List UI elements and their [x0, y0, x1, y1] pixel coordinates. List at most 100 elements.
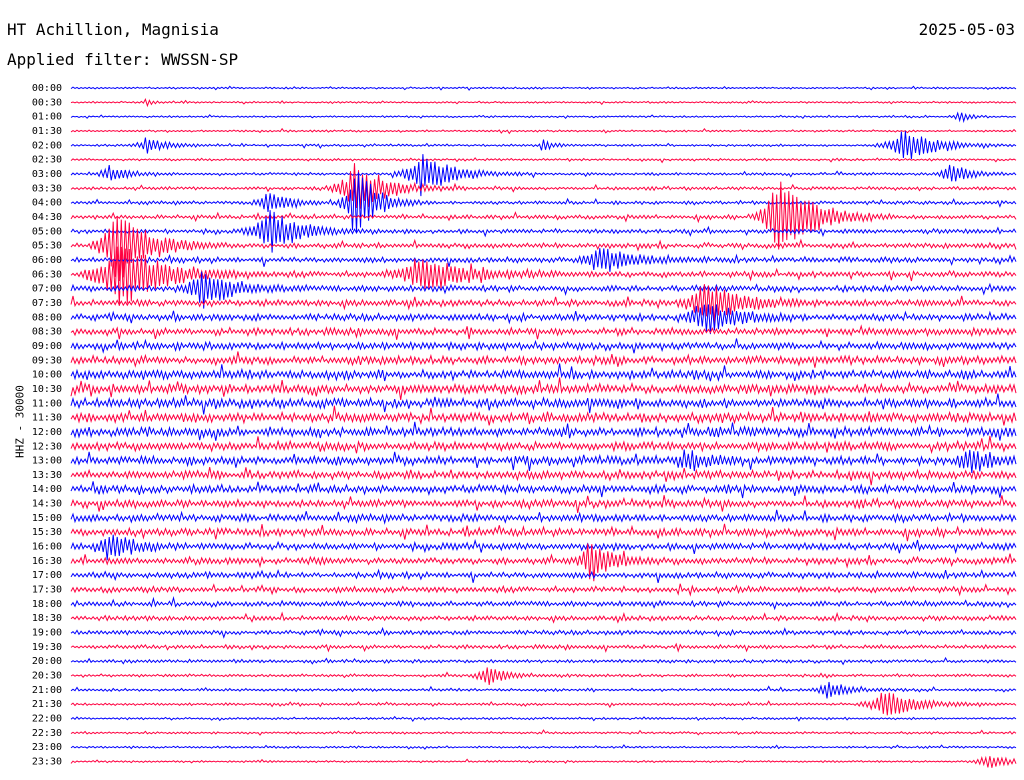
row-time-label: 06:30	[32, 269, 62, 280]
row-time-label: 01:30	[32, 126, 62, 137]
row-time-label: 23:00	[32, 742, 62, 753]
seismic-trace-row	[70, 692, 1017, 716]
row-time-label: 14:30	[32, 499, 62, 510]
seismic-trace-row	[70, 509, 1017, 525]
seismic-trace-row	[70, 467, 1017, 486]
seismic-trace-row	[70, 642, 1017, 653]
row-time-label: 21:00	[32, 685, 62, 696]
row-time-label: 00:30	[32, 97, 62, 108]
seismic-trace-row	[70, 163, 1017, 209]
filter-label: Applied filter: WWSSN-SP	[7, 50, 239, 69]
seismic-trace-row	[70, 363, 1017, 383]
seismic-trace-row	[70, 568, 1017, 584]
seismic-trace-row	[70, 351, 1017, 368]
seismic-trace-row	[70, 181, 1017, 250]
row-time-label: 00:00	[32, 83, 62, 94]
seismic-trace-row	[70, 495, 1017, 513]
seismic-trace-row	[70, 324, 1017, 340]
seismic-trace-row	[70, 246, 1017, 306]
seismic-trace-row	[70, 377, 1017, 400]
seismic-trace-row	[70, 543, 1017, 582]
seismic-trace-row	[70, 523, 1017, 542]
row-time-label: 10:00	[32, 370, 62, 381]
row-time-label: 23:30	[32, 757, 62, 768]
row-time-label: 18:30	[32, 613, 62, 624]
row-time-label: 04:00	[32, 198, 62, 209]
row-time-label: 22:30	[32, 728, 62, 739]
seismic-trace-row	[70, 729, 1017, 736]
seismic-trace-row	[70, 481, 1017, 499]
seismic-trace-row	[70, 667, 1017, 686]
seismic-trace-row	[70, 656, 1017, 666]
seismic-trace-row	[70, 715, 1017, 723]
seismic-trace-row	[70, 744, 1017, 750]
row-time-label: 14:00	[32, 484, 62, 495]
row-time-label: 19:00	[32, 628, 62, 639]
row-time-label: 03:00	[32, 169, 62, 180]
row-time-label: 22:00	[32, 714, 62, 725]
seismic-trace-row	[70, 154, 1017, 197]
seismic-trace-row	[70, 210, 1017, 253]
seismic-trace-row	[70, 284, 1017, 324]
row-time-label: 09:30	[32, 355, 62, 366]
row-time-label: 01:00	[32, 112, 62, 123]
seismic-trace-row	[70, 393, 1017, 415]
seismic-trace-row	[70, 157, 1017, 164]
row-time-label: 05:30	[32, 241, 62, 252]
row-time-label: 08:00	[32, 312, 62, 323]
seismic-trace-row	[70, 583, 1017, 597]
row-time-label: 21:30	[32, 699, 62, 710]
seismic-trace-row	[70, 248, 1017, 272]
seismic-trace-row	[70, 435, 1017, 455]
row-time-label: 15:00	[32, 513, 62, 524]
seismic-trace-row	[70, 338, 1017, 354]
row-time-label: 20:00	[32, 656, 62, 667]
row-time-label: 06:00	[32, 255, 62, 266]
seismic-trace-row	[70, 755, 1017, 768]
row-time-label: 17:00	[32, 570, 62, 581]
row-time-label: 13:30	[32, 470, 62, 481]
row-time-label: 05:00	[32, 226, 62, 237]
seismic-trace-row	[70, 405, 1017, 426]
seismic-trace-row	[70, 127, 1017, 135]
row-time-label: 11:30	[32, 413, 62, 424]
seismic-trace-row	[70, 596, 1017, 611]
seismic-trace-row	[70, 216, 1017, 282]
seismic-trace-row	[70, 98, 1017, 108]
row-time-label: 02:00	[32, 140, 62, 151]
row-time-label: 19:30	[32, 642, 62, 653]
station-title: HT Achillion, Magnisia	[7, 20, 219, 39]
seismic-trace-row	[70, 534, 1017, 561]
row-time-label: 08:30	[32, 327, 62, 338]
seismic-trace-row	[70, 111, 1017, 124]
row-time-label: 12:00	[32, 427, 62, 438]
row-time-label: 13:00	[32, 456, 62, 467]
row-time-label: 20:30	[32, 671, 62, 682]
row-time-label: 12:30	[32, 441, 62, 452]
seismic-trace-row	[70, 421, 1017, 441]
row-time-label: 15:30	[32, 527, 62, 538]
row-time-label: 07:00	[32, 284, 62, 295]
row-time-label: 03:30	[32, 183, 62, 194]
seismic-trace-row	[70, 131, 1017, 159]
row-time-label: 11:00	[32, 398, 62, 409]
seismic-trace-row	[70, 681, 1017, 699]
row-time-label: 16:00	[32, 542, 62, 553]
seismic-trace-row	[70, 172, 1017, 233]
row-time-label: 09:00	[32, 341, 62, 352]
date-label: 2025-05-03	[918, 20, 1015, 39]
row-time-label: 16:30	[32, 556, 62, 567]
row-time-label: 10:30	[32, 384, 62, 395]
seismic-trace-row	[70, 271, 1017, 309]
row-time-label: 02:30	[32, 155, 62, 166]
seismic-trace-row	[70, 449, 1017, 473]
seismic-trace-row	[70, 611, 1017, 624]
seismic-trace-row	[70, 626, 1017, 639]
seismic-trace-row	[70, 85, 1017, 91]
row-time-label: 17:30	[32, 585, 62, 596]
row-time-label: 07:30	[32, 298, 62, 309]
row-time-label: 04:30	[32, 212, 62, 223]
row-time-label: 18:00	[32, 599, 62, 610]
seismic-trace-row	[70, 304, 1017, 335]
